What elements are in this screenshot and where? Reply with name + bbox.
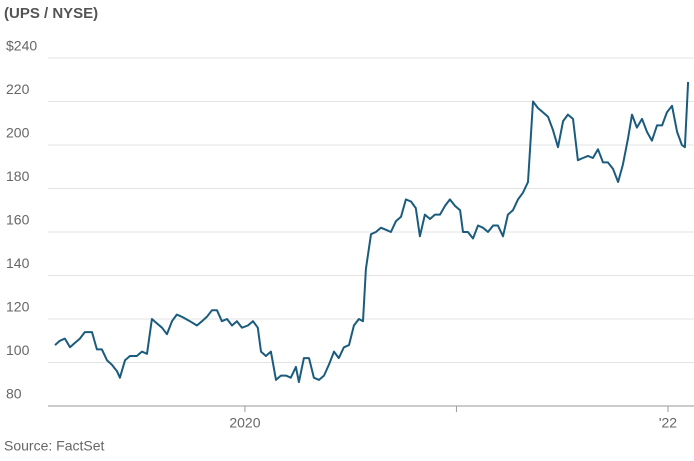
chart-title: (UPS / NYSE)	[4, 5, 98, 22]
y-tick-label: 160	[6, 212, 30, 228]
y-tick-label: 220	[6, 81, 30, 97]
y-tick-label: 100	[6, 342, 30, 358]
y-tick-label: 200	[6, 125, 30, 141]
y-tick-label: $240	[6, 38, 37, 54]
y-tick-label: 80	[6, 386, 22, 402]
y-tick-label: 120	[6, 299, 30, 315]
source: Source: FactSet	[4, 438, 104, 454]
y-tick-label: 140	[6, 255, 30, 271]
x-tick-label: 2020	[229, 415, 260, 431]
price-line	[54, 81, 690, 384]
x-tick-label: '22	[659, 415, 677, 431]
y-tick-label: 180	[6, 168, 30, 184]
